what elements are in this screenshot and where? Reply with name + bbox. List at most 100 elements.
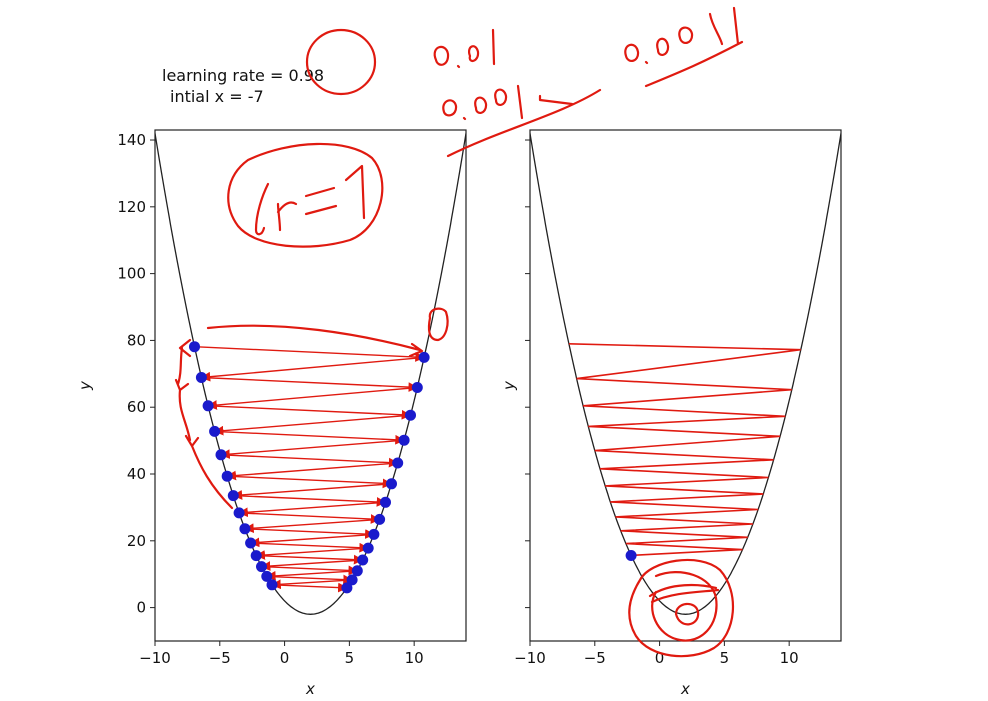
x-tick-label: 0: [655, 649, 665, 667]
descent-step-arrow: [243, 518, 380, 534]
x-tick-label: 5: [720, 649, 730, 667]
descent-step-arrow: [271, 579, 353, 590]
x-tick-label: −10: [139, 649, 171, 667]
handwritten-0-01-top: [433, 28, 496, 69]
descent-point: [215, 449, 227, 461]
x-tick-label: 10: [405, 649, 424, 667]
descent-point: [411, 382, 423, 393]
descent-point: [357, 554, 369, 566]
descent-point: [418, 351, 430, 363]
descent-step-arrow: [226, 462, 398, 481]
descent-point: [351, 565, 363, 577]
x-axis-label: x: [305, 680, 315, 698]
x-tick-label: 5: [345, 649, 355, 667]
x-tick-label: −10: [514, 649, 546, 667]
descent-point: [398, 434, 410, 446]
y-tick-label: 20: [127, 532, 146, 550]
descent-step-arrow: [266, 574, 354, 585]
descent-point: [392, 457, 404, 469]
parabola-curve: [530, 133, 841, 615]
handwritten-0-001-middle: [442, 84, 574, 121]
y-tick-label: 60: [127, 398, 146, 416]
final-point: [625, 550, 637, 561]
learning-rate-label: learning rate = 0.98: [162, 66, 324, 85]
descent-step-arrow: [239, 512, 381, 524]
x-tick-label: 0: [280, 649, 290, 667]
descent-point: [189, 341, 200, 353]
x-tick-label: −5: [584, 649, 606, 667]
y-tick-label: 100: [117, 265, 146, 283]
descent-step-arrow: [261, 565, 359, 576]
descent-step-arrow: [194, 346, 426, 362]
descent-point: [380, 496, 391, 508]
y-tick-label: 80: [127, 331, 146, 349]
descent-point: [346, 574, 358, 586]
descent-point: [227, 490, 239, 502]
descent-step-arrow: [207, 386, 418, 410]
y-tick-label: 140: [117, 131, 146, 149]
descent-step-arrow: [213, 414, 411, 436]
descent-step-arrow: [208, 405, 412, 420]
descent-point: [245, 537, 257, 549]
hand-arrow-left-side: [174, 338, 234, 510]
descent-step-arrow: [220, 454, 399, 468]
descent-step-arrow: [227, 475, 393, 489]
y-tick-label: 0: [136, 599, 146, 617]
y-tick-label: 40: [127, 465, 146, 483]
y-axis-label: y: [500, 380, 518, 391]
descent-point: [266, 579, 278, 591]
descent-point: [195, 372, 207, 383]
descent-point: [374, 513, 386, 525]
descent-point: [250, 550, 262, 562]
right-chart: −10 −5 0 5 10 x y: [500, 129, 842, 698]
descent-point: [221, 470, 233, 482]
small-circle-near-right-point: [427, 307, 449, 342]
descent-point: [202, 400, 214, 412]
x-tick-label: 10: [780, 649, 799, 667]
descent-step-arrow: [260, 559, 363, 571]
circle-around-learning-rate: [305, 28, 377, 96]
y-axis-label: y: [76, 380, 94, 391]
descent-step-arrow: [255, 547, 369, 560]
x-tick-label: −5: [209, 649, 231, 667]
descent-point: [362, 542, 374, 554]
descent-step-arrow: [214, 430, 406, 445]
descent-point: [209, 425, 221, 437]
initial-x-label: intial x = -7: [170, 87, 264, 106]
descent-step-arrow: [201, 376, 419, 392]
descent-step-arrow: [256, 554, 364, 565]
descent-step-arrow: [232, 483, 392, 500]
descent-step-arrow: [220, 439, 405, 459]
descent-step-arrow: [233, 494, 387, 507]
circle-around-lr-equals-1: [227, 142, 384, 248]
descent-step-arrow: [271, 582, 348, 593]
plot-frame: [529, 129, 842, 642]
descent-zigzag-line: [568, 343, 801, 557]
descent-point: [261, 570, 273, 582]
y-tick-label: 120: [117, 198, 146, 216]
handwritten-annotations: [174, 6, 744, 658]
descent-point: [368, 528, 380, 540]
plot-frame: [154, 129, 467, 642]
x-axis-label: x: [680, 680, 690, 698]
descent-step-arrow: [238, 501, 386, 518]
descent-point: [256, 561, 267, 573]
descent-point: [405, 409, 416, 421]
descent-point: [239, 523, 251, 535]
hand-arrow-top: [206, 324, 424, 358]
descent-point: [386, 478, 397, 490]
descent-step-arrow: [200, 356, 425, 382]
descent-point: [233, 507, 245, 519]
circle-scribble-at-minimum: [628, 558, 734, 658]
handwritten-0-001-right: [624, 6, 744, 88]
descent-step-arrow: [265, 570, 358, 581]
descent-step-arrow: [249, 533, 374, 548]
descent-step-arrow: [244, 528, 375, 539]
handwritten-underline-diagonal: [446, 88, 602, 158]
handwritten-lr-equals-1: [254, 164, 366, 236]
descent-point: [341, 582, 353, 594]
descent-step-arrow: [250, 542, 370, 553]
